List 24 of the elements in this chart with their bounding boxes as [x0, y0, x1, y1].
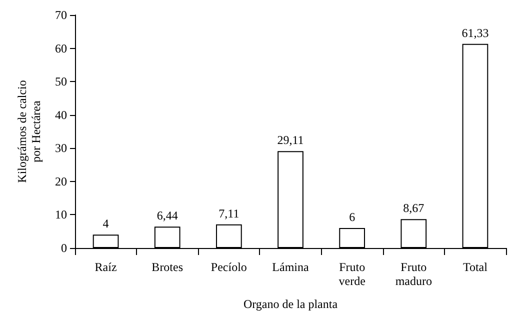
x-tick-label: Lámina: [272, 260, 310, 274]
y-tick-label: 10: [55, 208, 67, 222]
y-tick-label: 60: [55, 41, 67, 56]
x-tick-label: Fruto maduro: [395, 260, 432, 288]
data-label: 8,67: [403, 201, 424, 216]
data-label: 4: [102, 216, 109, 231]
data-label: 6,44: [156, 208, 178, 223]
x-tick-label: Raíz: [94, 260, 117, 274]
x-tick-label: Fruto verde: [338, 260, 366, 288]
data-label: 29,11: [277, 133, 304, 148]
x-tick-label: Total: [462, 260, 488, 274]
x-axis-title: Organo de la planta: [243, 297, 338, 311]
data-label: 61,33: [462, 26, 489, 40]
y-tick-label: 20: [55, 174, 67, 188]
y-tick-label: 70: [55, 8, 67, 22]
data-label: 7,11: [218, 206, 240, 220]
y-tick-label: 40: [55, 108, 67, 122]
x-tick-label: Brotes: [152, 260, 184, 274]
y-axis-title: Kilográmos de calcio por Hectárea: [15, 80, 43, 183]
y-tick-label: 50: [55, 74, 67, 89]
y-tick-label: 0: [61, 241, 67, 255]
data-label: 6: [349, 210, 356, 224]
x-tick-label: Pecíolo: [210, 260, 247, 274]
y-tick-label: 30: [55, 141, 67, 156]
